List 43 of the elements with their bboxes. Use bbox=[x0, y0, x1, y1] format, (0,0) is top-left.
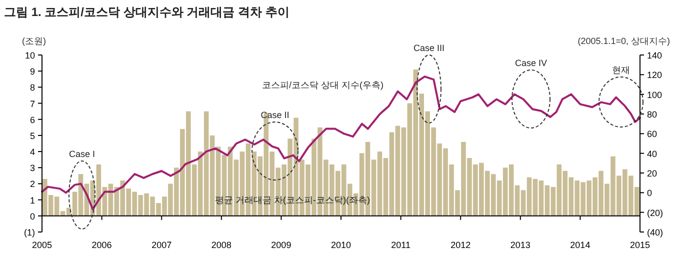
x-tick-label: 2008 bbox=[211, 240, 232, 250]
x-tick-label: 2014 bbox=[570, 240, 590, 250]
y-tick-label: 7 bbox=[30, 98, 35, 109]
y2-axis-title: (2005.1.1=0, 상대지수) bbox=[578, 36, 670, 46]
y-tick-label: 3 bbox=[30, 163, 35, 174]
y2-tick-label: (20) bbox=[647, 208, 664, 218]
x-tick-label: 2007 bbox=[152, 240, 172, 250]
y2-tick-label: 0 bbox=[647, 188, 652, 198]
y-tick-label: 8 bbox=[30, 82, 35, 93]
annotation: Case II bbox=[260, 110, 290, 120]
x-tick-label: 2009 bbox=[271, 240, 292, 250]
y-axis-title: (조원) bbox=[22, 36, 46, 46]
y-tick-label: 10 bbox=[24, 50, 35, 60]
y2-tick-label: 40 bbox=[647, 148, 658, 159]
y2-tick-label: 60 bbox=[647, 129, 658, 140]
y2-tick-label: (40) bbox=[647, 228, 664, 238]
x-tick-label: 2012 bbox=[450, 240, 471, 250]
y2-tick-label: 100 bbox=[647, 90, 662, 100]
series-label: 코스피/코스닥 상대 지수(우측) bbox=[262, 80, 384, 90]
text: Case III bbox=[413, 43, 445, 53]
x-tick-label: 2015 bbox=[630, 240, 650, 250]
annotation: 현재 bbox=[612, 65, 630, 75]
y-tick-label: 5 bbox=[30, 130, 35, 141]
y-tick-label: 4 bbox=[30, 147, 35, 158]
y2-tick-label: 140 bbox=[647, 50, 662, 60]
y-tick-label: 2 bbox=[30, 179, 35, 190]
line-series bbox=[41, 76, 641, 210]
x-tick-label: 2013 bbox=[510, 240, 530, 250]
x-tick-label: 2011 bbox=[391, 240, 410, 250]
annotation: Case I bbox=[68, 149, 96, 159]
y2-tick-label: 20 bbox=[647, 168, 658, 178]
y-tick-label: 6 bbox=[30, 114, 35, 125]
y2-tick-label: 120 bbox=[647, 70, 662, 80]
chart-title: 그림 1. 코스피/코스닥 상대지수와 거래대금 격차 추이 bbox=[4, 5, 290, 19]
x-tick-label: 2005 bbox=[32, 240, 52, 250]
y-tick-label: (1) bbox=[24, 228, 35, 238]
y-tick-label: 9 bbox=[30, 66, 35, 77]
x-tick-label: 2010 bbox=[330, 240, 352, 250]
x-tick-label: 2006 bbox=[92, 240, 112, 250]
y-tick-label: 0 bbox=[30, 211, 35, 222]
y2-tick-label: 80 bbox=[647, 110, 658, 120]
y-tick-label: 1 bbox=[30, 195, 35, 206]
annotation: Case IV bbox=[514, 58, 548, 68]
